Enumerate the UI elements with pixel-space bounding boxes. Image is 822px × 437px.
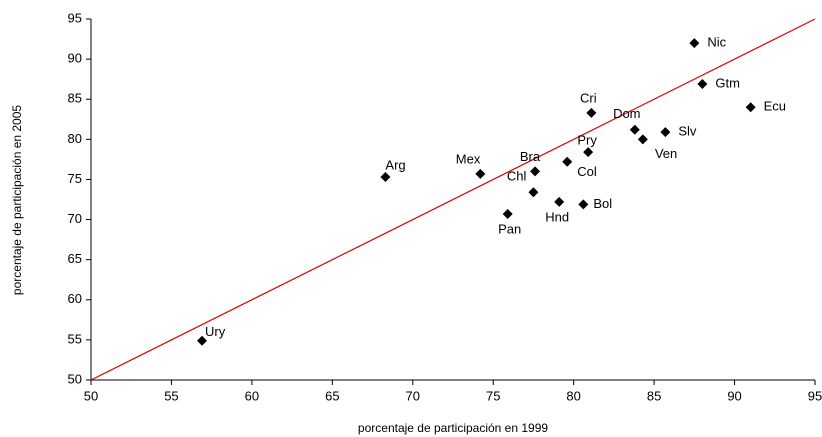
- y-tick-label: 95: [68, 10, 82, 25]
- x-axis-title: porcentaje de participación en 1999: [358, 421, 548, 435]
- point: [475, 168, 486, 179]
- point: [554, 196, 565, 207]
- point: [528, 187, 539, 198]
- y-tick-label: 90: [68, 51, 82, 66]
- point-label: Arg: [385, 157, 405, 172]
- x-tick-label: 60: [245, 388, 259, 403]
- x-tick-label: 50: [84, 388, 98, 403]
- y-tick-label: 65: [68, 251, 82, 266]
- point: [380, 172, 391, 183]
- x-tick-label: 95: [808, 388, 822, 403]
- point: [697, 78, 708, 89]
- point: [562, 156, 573, 167]
- point-label: Ven: [655, 146, 677, 161]
- x-tick-label: 70: [406, 388, 420, 403]
- x-tick-label: 65: [325, 388, 339, 403]
- point-label: Pan: [498, 221, 521, 236]
- point-label: Dom: [613, 106, 640, 121]
- point: [502, 208, 513, 219]
- point-label: Mex: [456, 151, 481, 166]
- y-tick-label: 70: [68, 211, 82, 226]
- x-tick-label: 90: [727, 388, 741, 403]
- y-tick-label: 80: [68, 131, 82, 146]
- point: [689, 38, 700, 49]
- y-tick-label: 55: [68, 331, 82, 346]
- point: [745, 102, 756, 113]
- point-label: Bol: [593, 196, 612, 211]
- point: [586, 107, 597, 118]
- y-tick-label: 85: [68, 91, 82, 106]
- point-label: Cri: [580, 90, 597, 105]
- y-tick-label: 50: [68, 371, 82, 386]
- point: [660, 127, 671, 138]
- reference-line: [90, 18, 816, 381]
- point-label: Chl: [507, 169, 527, 184]
- point-label: Slv: [678, 124, 697, 139]
- point-label: Ury: [205, 324, 226, 339]
- point-label: Ecu: [764, 99, 786, 114]
- point: [629, 124, 640, 135]
- y-tick-label: 75: [68, 171, 82, 186]
- x-tick-label: 80: [566, 388, 580, 403]
- point: [637, 134, 648, 145]
- point-label: Bra: [520, 149, 541, 164]
- point: [197, 335, 208, 346]
- x-tick-label: 85: [647, 388, 661, 403]
- x-tick-label: 55: [164, 388, 178, 403]
- y-axis-title: porcentaje de participación en 2005: [10, 105, 24, 295]
- point-label: Pry: [577, 133, 597, 148]
- y-tick-label: 60: [68, 291, 82, 306]
- point-label: Hnd: [545, 209, 569, 224]
- point-label: Gtm: [715, 75, 740, 90]
- point: [530, 166, 541, 177]
- point-label: Col: [577, 164, 597, 179]
- x-tick-label: 75: [486, 388, 500, 403]
- point: [578, 199, 589, 210]
- point-label: Nic: [707, 35, 726, 50]
- point: [583, 147, 594, 158]
